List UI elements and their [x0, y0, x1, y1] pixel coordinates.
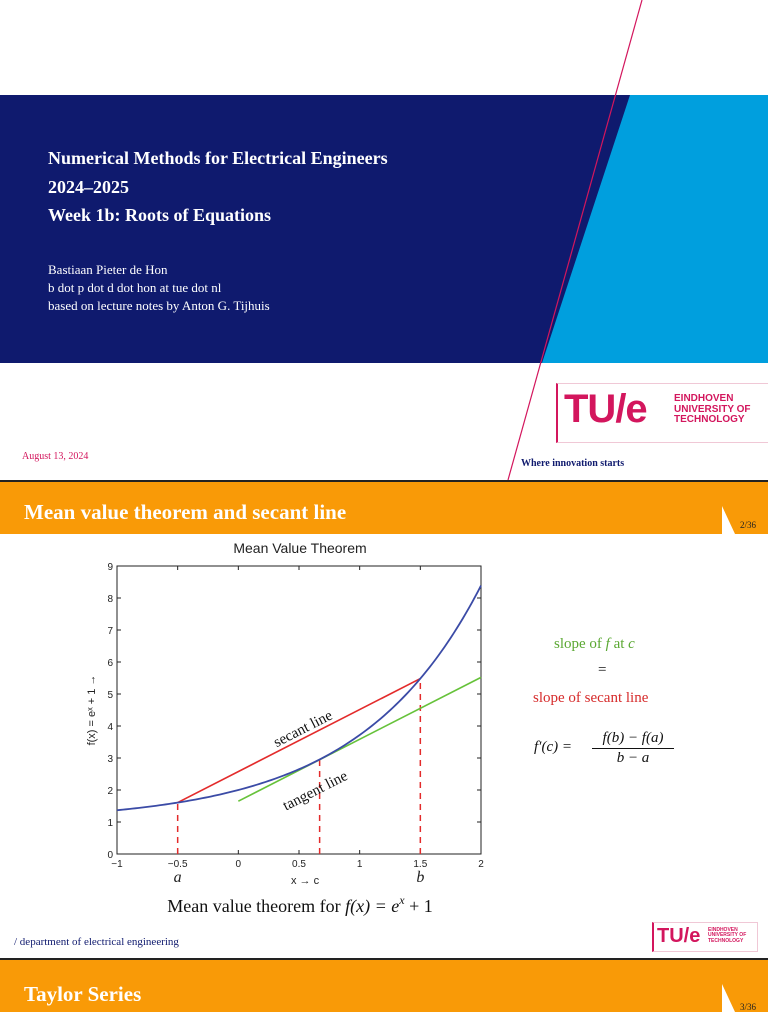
slide-divider: [0, 958, 768, 960]
y-tick-label: 1: [107, 818, 113, 829]
y-tick-label: 4: [107, 722, 113, 733]
mvt-chart: Mean Value Theorem 0 1 2 3 4 5 6 7 8 9 −1 −0.5 0 0.5…: [86, 540, 484, 917]
logo-line-3: TECHNOLOGY: [674, 414, 745, 425]
y-tick-label: 3: [107, 754, 113, 765]
y-axis-ticks: 0 1 2 3 4 5 6 7 8 9: [107, 562, 481, 861]
slide-divider: [0, 480, 768, 482]
x-axis-label: x → c: [291, 875, 320, 887]
logo-line-1: EINDHOVEN: [674, 393, 734, 404]
tue-logo-text: EINDHOVEN UNIVERSITY OF TECHNOLOGY: [674, 393, 751, 426]
lecture-title: Week 1b: Roots of Equations: [48, 205, 272, 225]
point-label-b: b: [416, 869, 424, 886]
tangent-line: [237, 676, 482, 802]
page-number: 3/36: [740, 1002, 757, 1012]
tue-logo-text: EINDHOVEN UNIVERSITY OF TECHNOLOGY: [708, 927, 747, 944]
lecture-notes-credit: based on lecture notes by Anton G. Tijhu…: [48, 298, 270, 313]
svg-text:x → c: x → c: [291, 875, 320, 887]
page-number: 2/36: [740, 520, 757, 530]
tue-logo-mark: TU/e: [564, 387, 648, 431]
course-title: Numerical Methods for Electrical Enginee…: [48, 148, 388, 168]
formula-numerator: f(b) − f(a): [592, 730, 674, 749]
chart-title: Mean Value Theorem: [233, 540, 366, 556]
plot-frame: [116, 565, 482, 855]
department-footer: / department of electrical engineering: [14, 936, 179, 948]
x-tick-label: 0.5: [292, 859, 306, 870]
academic-year: 2024–2025: [48, 177, 129, 197]
secant-line-label: secant line: [271, 707, 335, 750]
x-axis-ticks: −1 −0.5 0 0.5 1 1.5 2: [111, 566, 484, 870]
tagline: Where innovation starts: [521, 458, 625, 469]
tue-logo-mark: TU/e: [657, 925, 701, 947]
tue-logo-small: TU/e EINDHOVEN UNIVERSITY OF TECHNOLOGY: [652, 922, 758, 952]
y-tick-label: 6: [107, 658, 113, 669]
x-tick-label: 1: [357, 859, 363, 870]
y-tick-label: 8: [107, 594, 113, 605]
slope-of-secant-text: slope of secant line: [533, 690, 649, 706]
x-tick-label: 2: [478, 859, 484, 870]
equals-sign: =: [598, 662, 607, 678]
logo-line-2: UNIVERSITY OF: [674, 403, 751, 415]
x-tick-label: 1.5: [413, 859, 427, 870]
point-label-a: a: [174, 869, 182, 886]
formula-lhs: f′(c) =: [534, 739, 572, 755]
x-tick-label: 0: [236, 859, 242, 870]
author-name: Bastiaan Pieter de Hon: [48, 262, 168, 277]
title-slide: Numerical Methods for Electrical Enginee…: [0, 0, 768, 480]
slide-title: Taylor Series: [24, 982, 142, 1006]
secant-line: [177, 677, 421, 804]
function-curve: [116, 585, 482, 812]
chart-caption: Mean value theorem for f(x) = ex + 1: [167, 893, 433, 917]
taylor-slide: Taylor Series 3/36: [0, 960, 768, 1024]
slope-explanation: slope of f at c = slope of secant line f…: [520, 632, 768, 792]
tue-logo: TU/e EINDHOVEN UNIVERSITY OF TECHNOLOGY: [556, 383, 768, 443]
slide-title: Mean value theorem and secant line: [24, 500, 347, 524]
x-tick-label: −1: [111, 859, 123, 870]
mvt-slide: Mean value theorem and secant line 2/36 …: [0, 482, 768, 958]
x-tick-label: −0.5: [168, 859, 188, 870]
y-tick-label: 5: [107, 690, 113, 701]
y-tick-label: 7: [107, 626, 113, 637]
author-email: b dot p dot d dot hon at tue dot nl: [48, 280, 222, 295]
slide-date: August 13, 2024: [22, 451, 89, 462]
y-tick-label: 9: [107, 562, 113, 573]
y-tick-label: 2: [107, 786, 113, 797]
y-tick-label: 0: [107, 850, 113, 861]
y-axis-label: f(x) = eˣ + 1 →: [86, 675, 98, 746]
header-bar: [0, 482, 722, 534]
slope-of-f-text: slope of f at c: [554, 636, 635, 652]
formula-denominator: b − a: [616, 750, 650, 766]
